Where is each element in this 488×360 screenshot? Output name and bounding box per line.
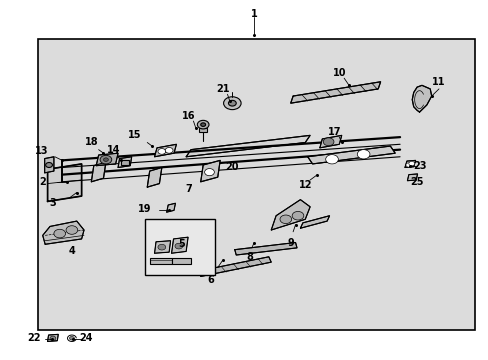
Polygon shape — [96, 153, 118, 166]
Text: 4: 4 — [68, 247, 75, 256]
Polygon shape — [300, 216, 329, 228]
Text: 5: 5 — [178, 239, 184, 249]
Polygon shape — [171, 237, 188, 253]
Text: 11: 11 — [431, 77, 445, 87]
Circle shape — [228, 100, 236, 106]
Polygon shape — [186, 135, 309, 157]
Polygon shape — [166, 203, 175, 212]
Text: 3: 3 — [49, 198, 56, 208]
Text: 24: 24 — [80, 333, 93, 343]
Bar — [121, 159, 128, 165]
Polygon shape — [307, 146, 394, 164]
Circle shape — [323, 138, 333, 146]
Text: 23: 23 — [412, 161, 426, 171]
Polygon shape — [234, 243, 296, 255]
Circle shape — [175, 243, 183, 249]
Polygon shape — [201, 160, 220, 182]
Polygon shape — [319, 135, 341, 148]
Text: 1: 1 — [250, 9, 257, 19]
Circle shape — [54, 229, 65, 238]
Text: 21: 21 — [215, 84, 229, 94]
Circle shape — [325, 155, 338, 164]
Text: 15: 15 — [128, 130, 142, 140]
Polygon shape — [47, 164, 81, 202]
Circle shape — [103, 158, 108, 161]
Polygon shape — [271, 200, 309, 230]
Polygon shape — [404, 160, 415, 167]
Text: 25: 25 — [409, 177, 423, 187]
Circle shape — [69, 337, 74, 340]
Text: 17: 17 — [327, 127, 341, 137]
Circle shape — [158, 244, 165, 250]
Circle shape — [165, 148, 173, 153]
Polygon shape — [147, 167, 162, 187]
Text: 6: 6 — [206, 275, 213, 285]
Circle shape — [158, 149, 165, 154]
Text: 10: 10 — [332, 68, 346, 78]
Circle shape — [201, 123, 205, 126]
Polygon shape — [154, 144, 176, 157]
Bar — [144, 219, 215, 275]
Text: 16: 16 — [182, 111, 195, 121]
Text: 9: 9 — [287, 238, 293, 248]
Text: 8: 8 — [245, 252, 252, 262]
Circle shape — [204, 168, 214, 176]
Circle shape — [280, 215, 291, 224]
Polygon shape — [407, 174, 417, 181]
Text: 12: 12 — [298, 180, 311, 190]
Polygon shape — [154, 241, 170, 253]
Polygon shape — [411, 85, 431, 112]
Circle shape — [405, 163, 411, 167]
Polygon shape — [91, 162, 106, 182]
Circle shape — [50, 336, 56, 341]
Circle shape — [408, 161, 414, 166]
Polygon shape — [290, 82, 380, 103]
Text: 13: 13 — [35, 147, 48, 157]
Text: 20: 20 — [225, 162, 239, 172]
Text: 2: 2 — [39, 177, 46, 187]
Circle shape — [66, 226, 78, 234]
Polygon shape — [198, 257, 271, 276]
Circle shape — [100, 156, 112, 164]
Circle shape — [197, 120, 208, 129]
Text: 19: 19 — [138, 203, 151, 213]
Bar — [38, 39, 474, 330]
Polygon shape — [44, 157, 54, 173]
Text: 18: 18 — [84, 138, 98, 148]
Polygon shape — [42, 221, 84, 244]
Circle shape — [291, 211, 303, 220]
Text: 7: 7 — [185, 184, 192, 194]
Polygon shape — [118, 157, 131, 167]
Text: 22: 22 — [28, 333, 41, 343]
Circle shape — [357, 150, 369, 159]
Circle shape — [223, 97, 241, 110]
Bar — [149, 257, 171, 264]
Bar — [171, 257, 191, 264]
Polygon shape — [47, 334, 58, 342]
Text: 14: 14 — [106, 145, 120, 155]
Circle shape — [45, 162, 52, 167]
Bar — [199, 128, 206, 132]
